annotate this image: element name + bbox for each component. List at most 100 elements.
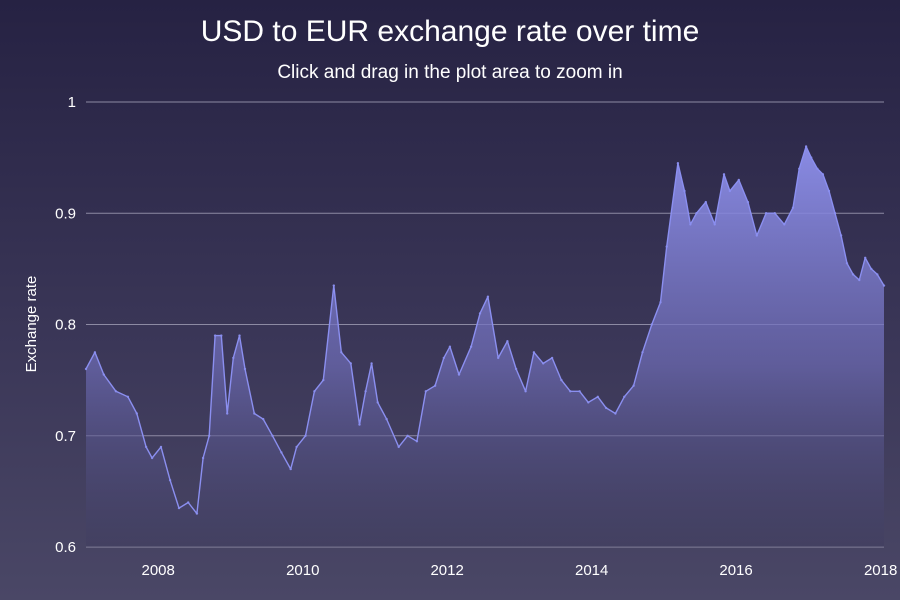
data-point [851, 273, 855, 276]
data-point [93, 351, 97, 354]
data-point [187, 501, 190, 504]
data-point [839, 234, 843, 237]
data-point [845, 262, 849, 265]
data-point [623, 395, 626, 398]
data-point [313, 390, 316, 393]
y-tick-label: 0.7 [55, 428, 76, 445]
data-point [478, 312, 482, 315]
data-point [135, 412, 138, 415]
data-point [604, 406, 608, 410]
chart-subtitle: Click and drag in the plot area to zoom … [277, 62, 622, 83]
data-point [560, 378, 563, 382]
data-point [524, 390, 527, 393]
data-point [632, 384, 635, 387]
x-tick-label: 2008 [141, 562, 174, 579]
data-point [783, 223, 786, 226]
data-point [737, 178, 740, 182]
data-point [514, 367, 518, 371]
data-point [226, 412, 229, 415]
data-point [569, 390, 572, 393]
data-point [457, 373, 461, 376]
data-point [332, 284, 335, 287]
data-point [876, 273, 879, 276]
data-point [126, 395, 130, 398]
data-point [262, 417, 265, 421]
data-point [486, 295, 490, 298]
x-tick-label: 2010 [286, 562, 319, 579]
data-point [150, 456, 154, 460]
data-point [810, 156, 813, 159]
data-point [587, 401, 590, 404]
data-point [827, 189, 831, 193]
data-point [695, 212, 698, 215]
x-tick-label: 2018 [864, 562, 897, 579]
data-point [864, 256, 867, 259]
data-point [659, 301, 662, 304]
x-tick-label: 2016 [719, 562, 752, 579]
data-point [289, 467, 292, 471]
data-point [804, 145, 808, 148]
data-point [349, 362, 352, 365]
data-point [243, 367, 247, 371]
data-point [641, 351, 644, 354]
data-point [168, 479, 172, 482]
data-point [870, 267, 873, 271]
data-point [364, 390, 367, 393]
data-point [665, 245, 668, 248]
data-point [415, 440, 419, 443]
data-point [448, 345, 452, 348]
data-point [764, 212, 768, 215]
data-point [340, 351, 343, 354]
data-point [433, 384, 437, 387]
data-point [232, 356, 235, 360]
data-point [821, 173, 825, 176]
data-point [253, 412, 256, 415]
data-point [578, 390, 581, 393]
y-tick-label: 0.8 [55, 317, 76, 334]
data-point [376, 401, 379, 404]
data-point [102, 373, 106, 376]
x-tick-label: 2014 [575, 562, 608, 579]
data-point [506, 340, 509, 343]
data-point [304, 434, 307, 437]
data-point [159, 445, 163, 449]
data-point [220, 334, 223, 337]
y-tick-label: 0.9 [55, 205, 76, 222]
data-point [238, 334, 241, 337]
data-point [596, 395, 599, 398]
series-points [84, 145, 886, 515]
data-point [271, 434, 274, 437]
data-point [858, 278, 861, 282]
data-point [406, 434, 409, 437]
data-point [358, 423, 361, 426]
data-point [773, 212, 776, 215]
data-point [201, 456, 205, 460]
data-point [532, 351, 536, 354]
data-point [833, 212, 837, 215]
data-point [424, 390, 427, 393]
data-point [728, 189, 732, 193]
data-point [469, 345, 473, 348]
data-point [213, 334, 217, 337]
data-point [704, 200, 707, 204]
series-area [86, 146, 884, 547]
data-point [798, 167, 801, 170]
data-point [195, 512, 199, 515]
data-point [177, 506, 181, 510]
data-point [882, 284, 886, 287]
data-point [144, 445, 148, 449]
data-point [755, 234, 758, 237]
data-point [114, 390, 118, 393]
data-point [676, 162, 680, 165]
data-point [614, 412, 617, 415]
data-point [791, 206, 795, 209]
data-point [650, 323, 653, 326]
y-tick-label: 1 [68, 94, 76, 111]
data-point [322, 378, 325, 382]
data-point [397, 445, 400, 449]
data-point [442, 356, 445, 360]
data-point [683, 189, 686, 193]
y-axis-label: Exchange rate [23, 276, 40, 373]
data-point [385, 417, 388, 421]
